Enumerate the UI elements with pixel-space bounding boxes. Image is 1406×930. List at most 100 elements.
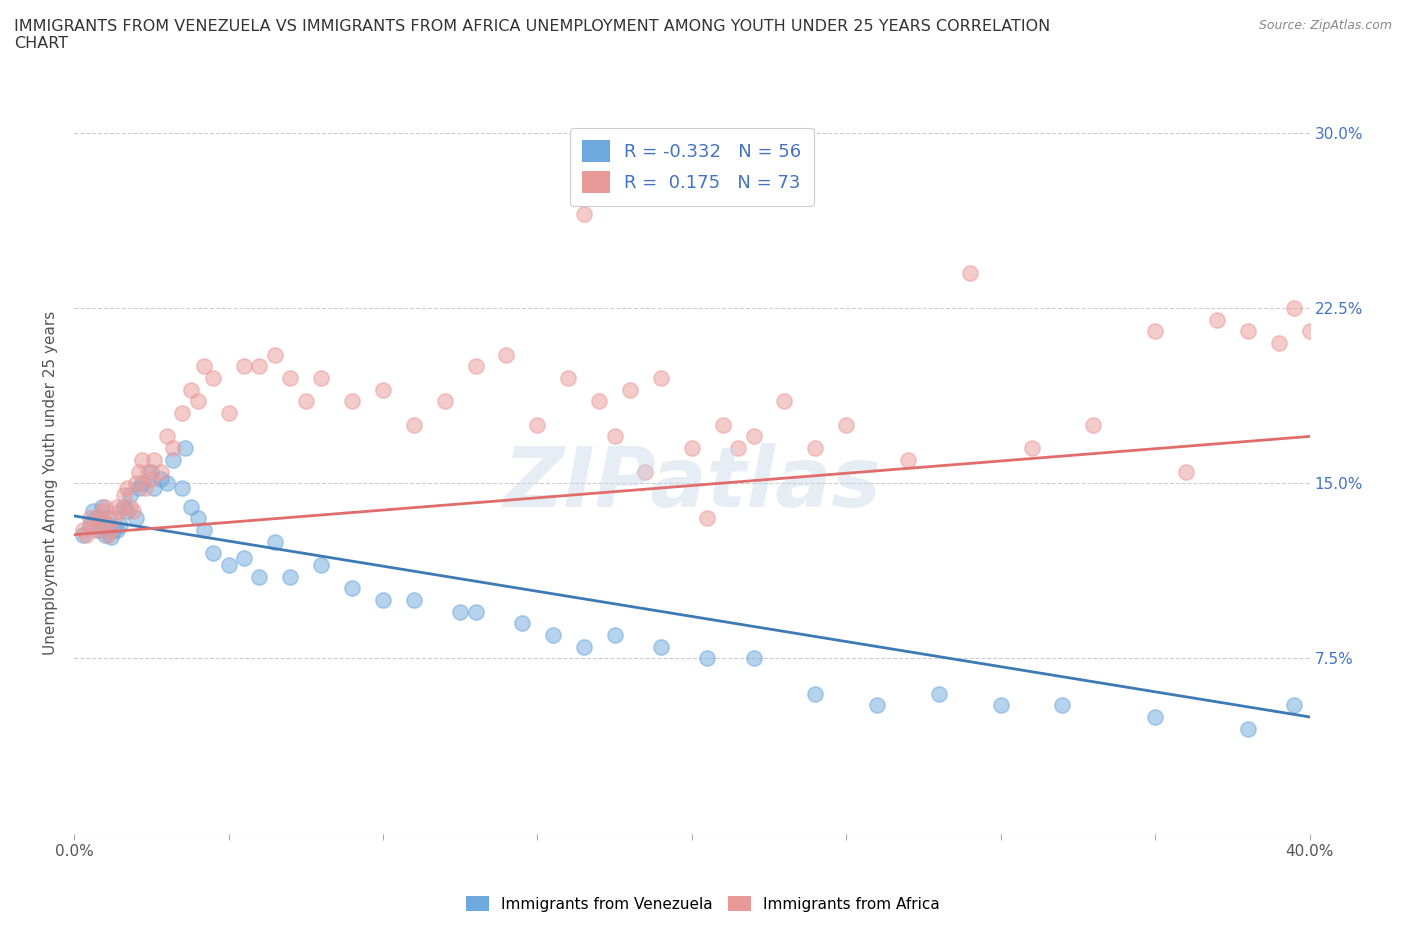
Point — [278, 569, 301, 584]
Point — [115, 481, 138, 496]
Point — [84, 523, 107, 538]
Point — [526, 418, 548, 432]
Point — [1236, 721, 1258, 736]
Point — [125, 511, 148, 525]
Text: Source: ZipAtlas.com: Source: ZipAtlas.com — [1258, 19, 1392, 32]
Text: IMMIGRANTS FROM VENEZUELA VS IMMIGRANTS FROM AFRICA UNEMPLOYMENT AMONG YOUTH UND: IMMIGRANTS FROM VENEZUELA VS IMMIGRANTS … — [14, 19, 1050, 51]
Point — [193, 359, 215, 374]
Point — [510, 616, 533, 631]
Point — [1083, 418, 1105, 432]
Point — [143, 481, 166, 496]
Point — [187, 394, 209, 409]
Point — [572, 207, 595, 222]
Point — [866, 698, 889, 712]
Point — [742, 429, 765, 444]
Point — [804, 686, 827, 701]
Point — [172, 405, 194, 420]
Point — [402, 418, 425, 432]
Point — [90, 499, 112, 514]
Point — [94, 515, 117, 530]
Point — [541, 628, 564, 643]
Point — [162, 452, 184, 467]
Point — [94, 515, 117, 530]
Point — [340, 581, 363, 596]
Point — [131, 452, 153, 467]
Point — [959, 265, 981, 280]
Point — [278, 370, 301, 385]
Point — [193, 523, 215, 538]
Point — [79, 518, 101, 533]
Point — [131, 476, 153, 491]
Point — [115, 504, 138, 519]
Point — [309, 558, 332, 573]
Point — [202, 546, 225, 561]
Point — [121, 504, 143, 519]
Point — [103, 523, 125, 538]
Point — [156, 429, 179, 444]
Point — [233, 359, 256, 374]
Point — [141, 472, 163, 486]
Point — [711, 418, 734, 432]
Point — [110, 518, 132, 533]
Point — [696, 651, 718, 666]
Point — [371, 592, 394, 607]
Point — [82, 504, 104, 519]
Point — [603, 628, 626, 643]
Point — [141, 464, 163, 479]
Point — [118, 499, 141, 514]
Y-axis label: Unemployment Among Youth under 25 years: Unemployment Among Youth under 25 years — [44, 311, 58, 656]
Point — [294, 394, 316, 409]
Point — [143, 452, 166, 467]
Point — [75, 527, 97, 542]
Point — [125, 476, 148, 491]
Legend: Immigrants from Venezuela, Immigrants from Africa: Immigrants from Venezuela, Immigrants fr… — [460, 889, 946, 918]
Point — [97, 511, 120, 525]
Point — [105, 499, 128, 514]
Point — [180, 499, 202, 514]
Point — [128, 481, 150, 496]
Point — [1175, 464, 1198, 479]
Point — [174, 441, 197, 456]
Point — [187, 511, 209, 525]
Point — [681, 441, 703, 456]
Point — [1267, 336, 1289, 351]
Point — [263, 347, 285, 362]
Point — [603, 429, 626, 444]
Point — [263, 534, 285, 549]
Point — [118, 487, 141, 502]
Point — [128, 464, 150, 479]
Point — [247, 359, 270, 374]
Point — [87, 511, 110, 525]
Point — [835, 418, 858, 432]
Point — [156, 476, 179, 491]
Point — [572, 639, 595, 654]
Point — [696, 511, 718, 525]
Point — [90, 504, 112, 519]
Point — [727, 441, 749, 456]
Point — [588, 394, 610, 409]
Point — [149, 472, 172, 486]
Point — [94, 527, 117, 542]
Point — [309, 370, 332, 385]
Point — [103, 511, 125, 525]
Point — [449, 604, 471, 619]
Point — [247, 569, 270, 584]
Point — [1282, 300, 1305, 315]
Point — [773, 394, 796, 409]
Point — [72, 527, 94, 542]
Point — [433, 394, 456, 409]
Point — [634, 464, 657, 479]
Point — [340, 394, 363, 409]
Point — [82, 518, 104, 533]
Point — [557, 370, 579, 385]
Point — [742, 651, 765, 666]
Point — [897, 452, 920, 467]
Point — [100, 529, 122, 544]
Point — [97, 527, 120, 542]
Point — [180, 382, 202, 397]
Legend: R = -0.332   N = 56, R =  0.175   N = 73: R = -0.332 N = 56, R = 0.175 N = 73 — [569, 127, 814, 206]
Point — [136, 464, 159, 479]
Point — [233, 551, 256, 565]
Point — [110, 504, 132, 519]
Point — [1236, 324, 1258, 339]
